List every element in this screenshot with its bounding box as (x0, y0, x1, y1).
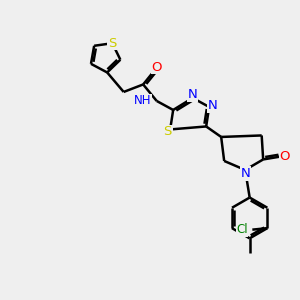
Text: NH: NH (134, 94, 151, 107)
Text: N: N (188, 88, 197, 101)
Text: N: N (207, 99, 217, 112)
Text: S: S (164, 125, 172, 138)
Text: O: O (280, 150, 290, 163)
Text: Cl: Cl (236, 223, 248, 236)
Text: O: O (152, 61, 162, 74)
Text: N: N (240, 167, 250, 180)
Text: S: S (108, 37, 116, 50)
